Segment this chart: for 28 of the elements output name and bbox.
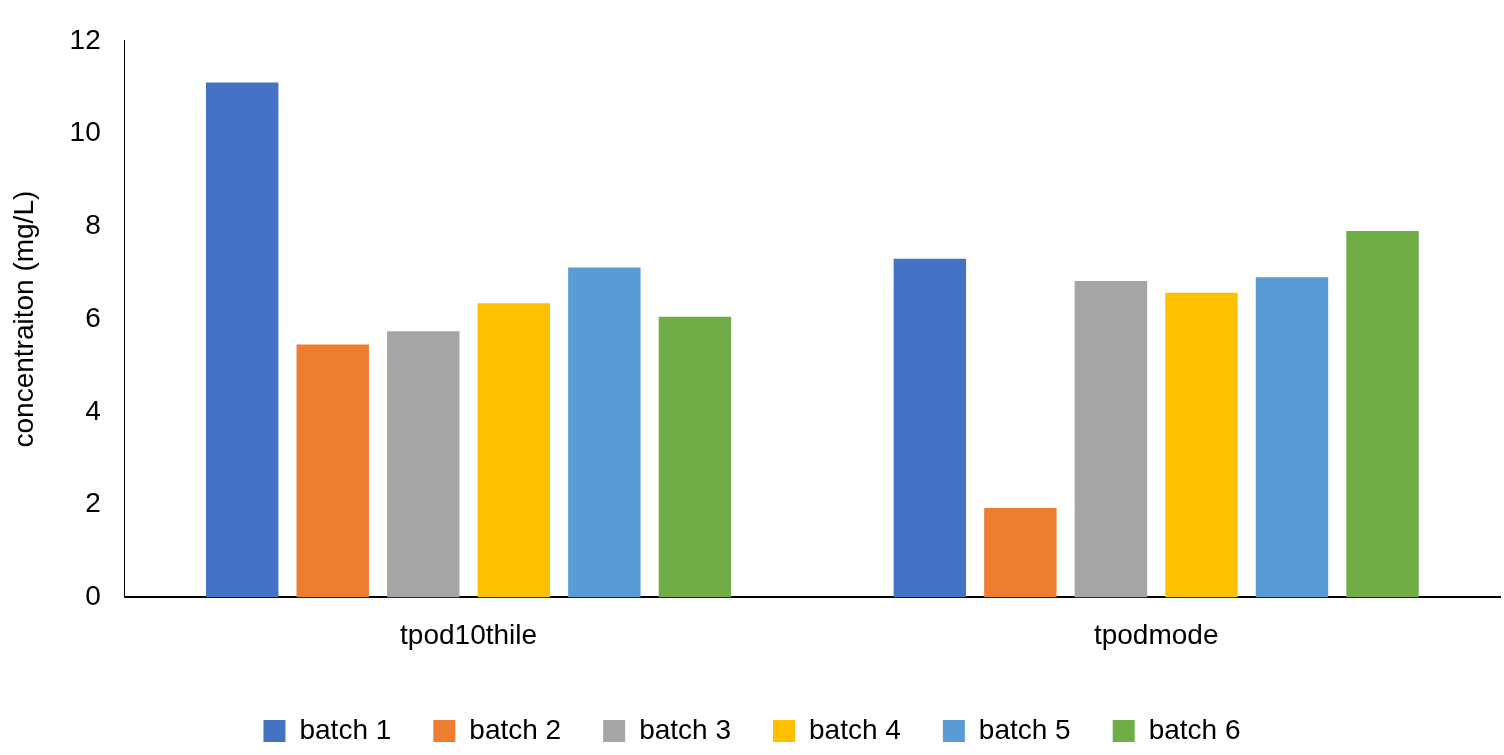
legend-label: batch 2 [469,713,562,745]
y-tick-label: 10 [69,116,101,148]
legend-label: batch 1 [299,713,392,745]
bar [1165,292,1238,598]
bar [477,303,551,598]
y-tick-label: 6 [85,301,101,333]
bar [1255,277,1329,598]
legend-label: batch 4 [809,713,901,745]
x-tick-label: tpod10thile [400,618,538,650]
bar [568,267,641,598]
legend-label: batch 6 [1148,713,1241,745]
bar [658,316,732,598]
bar [206,82,279,598]
y-tick-label: 8 [85,209,101,241]
bar [1346,230,1419,598]
x-tick-label: tpodmode [1093,618,1219,650]
bar [893,258,967,598]
legend-label: batch 5 [978,713,1071,745]
bar [296,344,369,598]
bar [984,507,1057,598]
y-tick-label: 12 [69,23,101,55]
bar [1074,281,1148,598]
y-axis-title: concentraiton (mg/L) [7,190,39,448]
y-tick-label: 2 [85,487,101,519]
bar [387,331,460,598]
y-tick-label: 0 [85,580,101,612]
y-tick-label: 4 [85,394,101,426]
legend-label: batch 3 [639,713,732,745]
